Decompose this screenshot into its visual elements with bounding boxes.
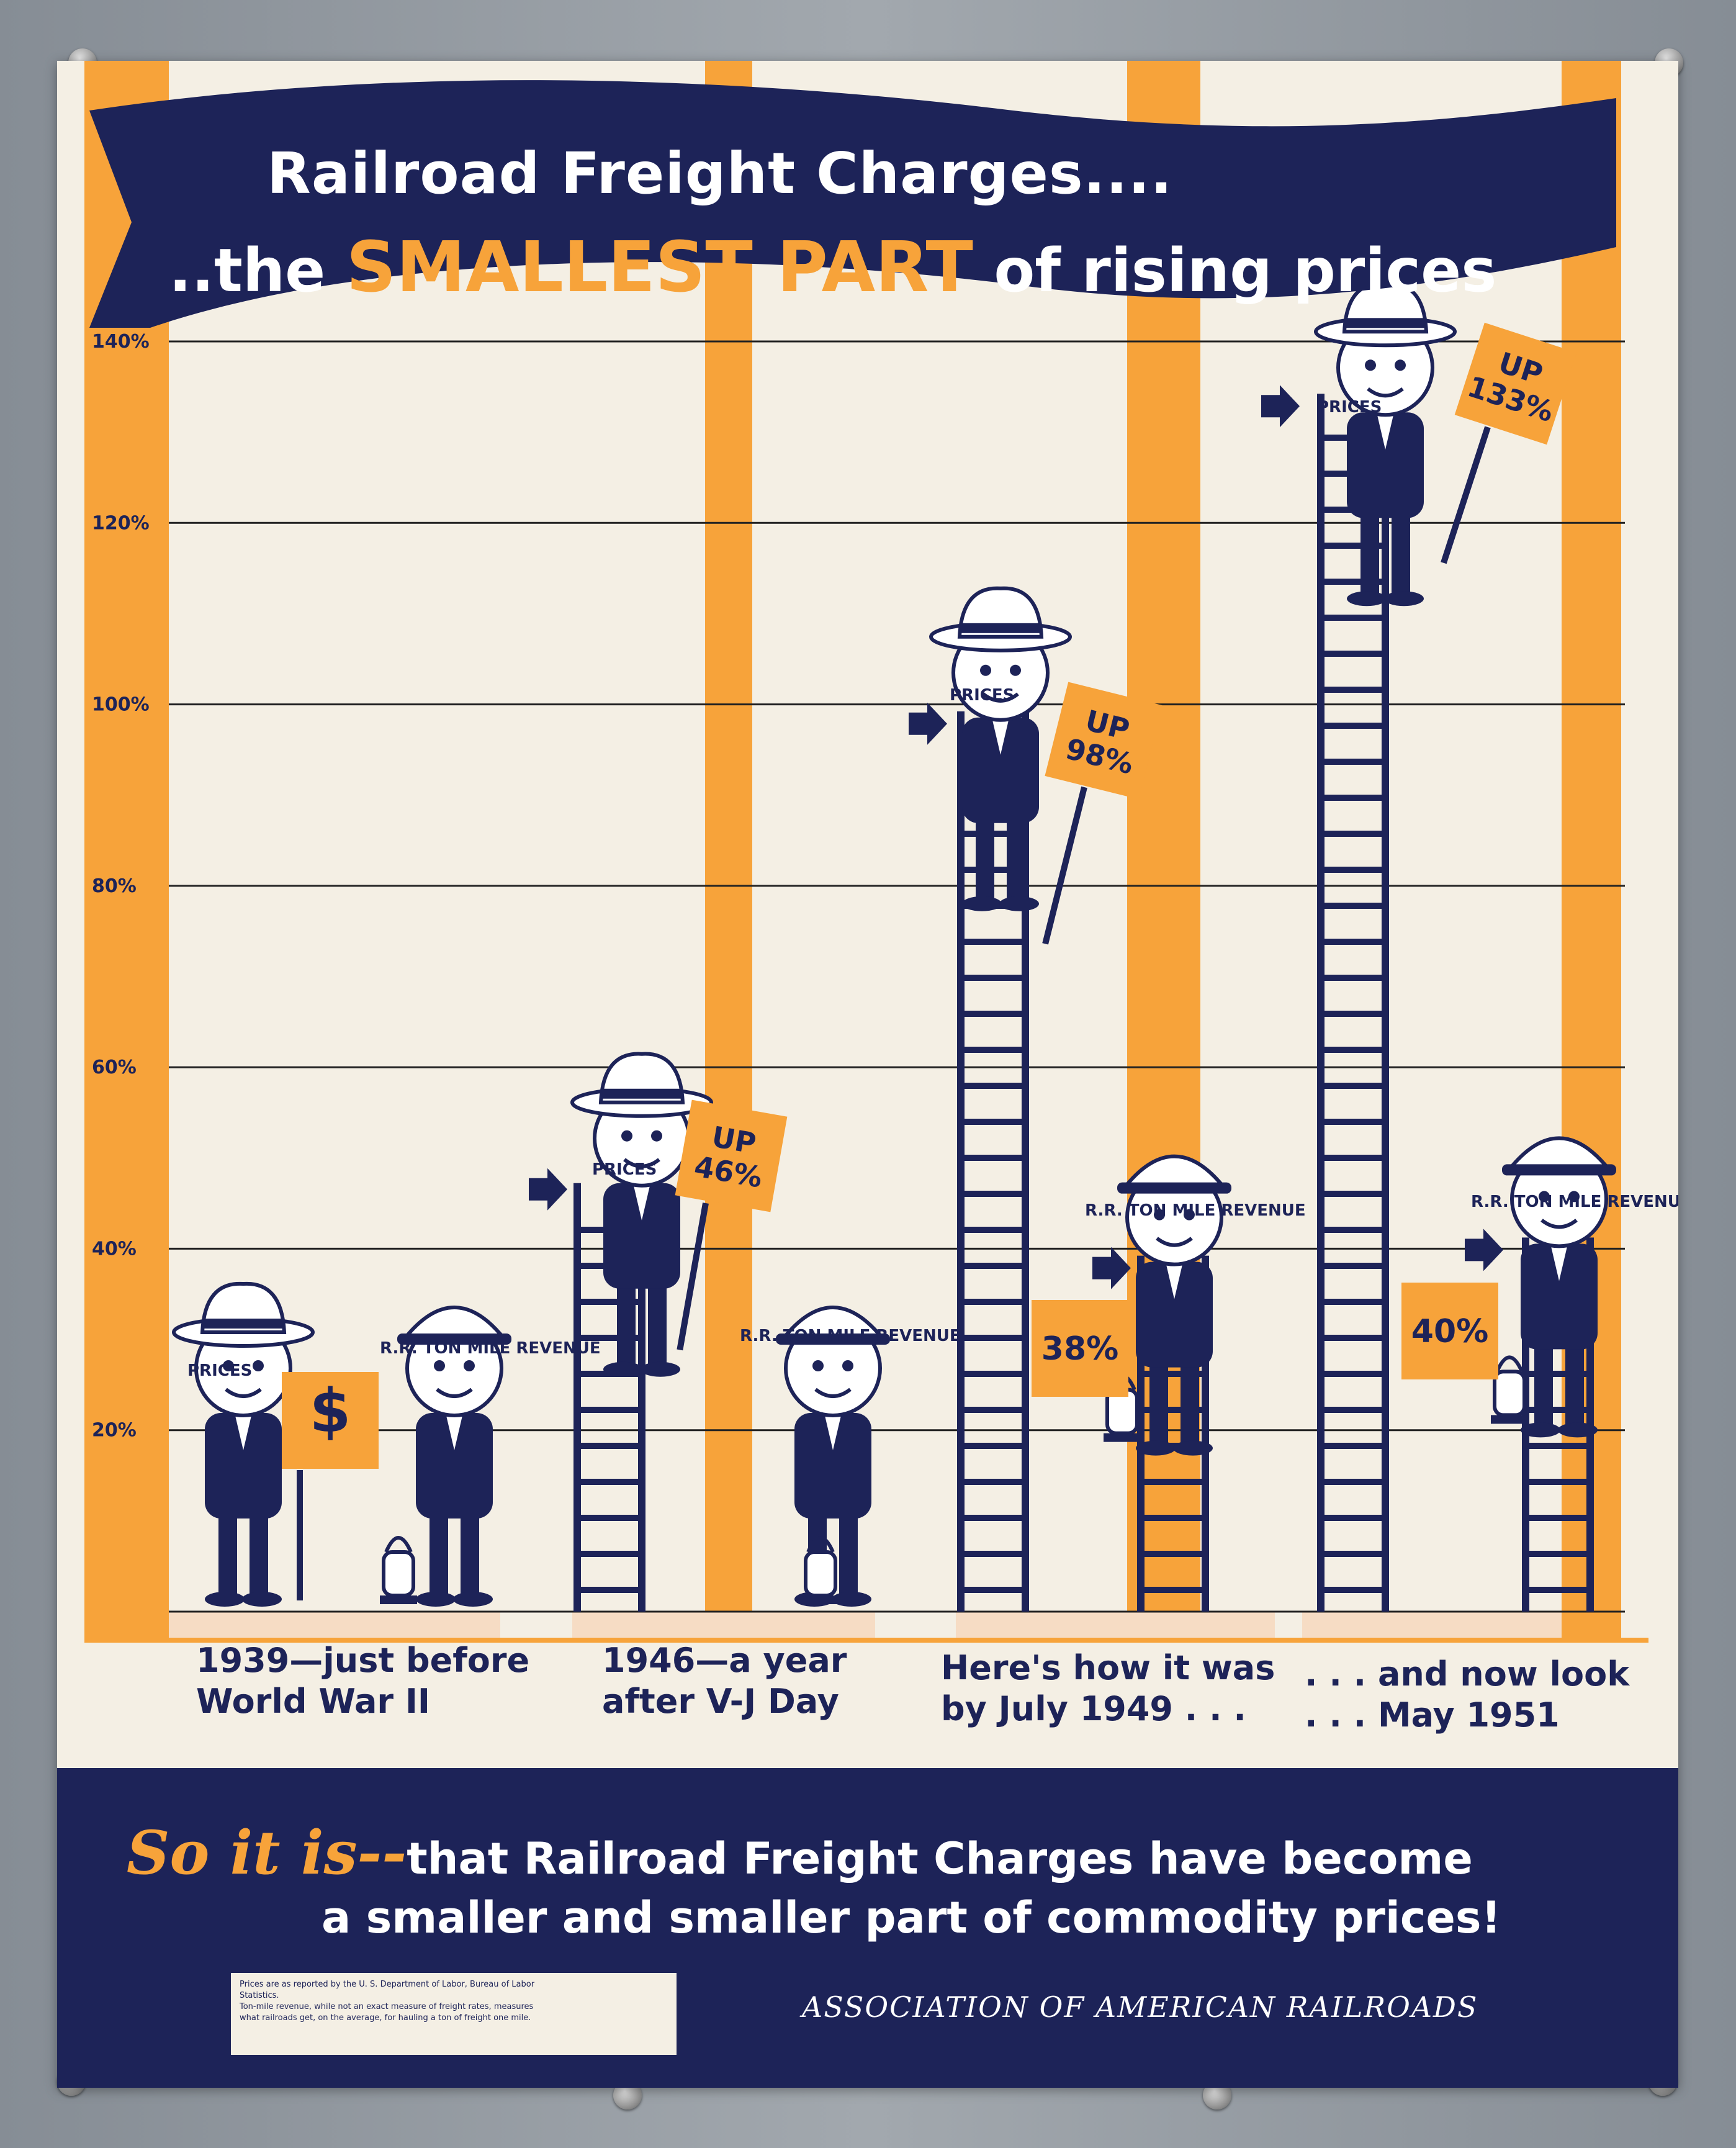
footer-line-1-text: that Railroad Freight Charges have becom… [407,1833,1473,1884]
category-label-1949: Here's how it was by July 1949 . . . [941,1648,1275,1730]
category-label-1949-line-2: by July 1949 . . . [941,1689,1246,1728]
title-line-2-suffix: of rising prices [994,236,1497,305]
category-label-1939: 1939—just before World War II [196,1640,529,1722]
source-note: Prices are as reported by the U. S. Depa… [231,1973,677,2055]
category-label-1946: 1946—a year after V-J Day [602,1640,847,1722]
lantern-1939 [380,1536,417,1604]
category-band-3 [956,1612,1275,1638]
series-label-revenue-1951: R.R. TON MILE REVENUE [1471,1193,1678,1211]
lantern-1946 [802,1536,839,1604]
prices-man-1946 [570,1052,713,1377]
prices-man-1939 [172,1281,315,1607]
series-label-revenue-1946: R.R. TON MILE REVENUE [740,1327,961,1345]
category-label-1951-line-1: . . . and now look [1305,1654,1630,1694]
prices-ladder-1951 [1317,394,1389,1612]
series-label-prices-1951: PRICES [1317,398,1382,417]
railroad-man-1949 [1117,1154,1231,1456]
y-tick-label-40: 40% [92,1238,137,1260]
railroad-man-1951 [1502,1136,1616,1438]
y-tick-label-120: 120% [92,512,150,534]
sign-1939: $ [282,1372,379,1469]
lantern-1951 [1491,1355,1528,1424]
category-band-4 [1302,1612,1562,1638]
category-label-1939-line-2: World War II [196,1682,431,1721]
prices-arrow-1946 [529,1168,567,1211]
y-tick-label-140: 140% [92,331,150,353]
svg-text:38%: 38% [1041,1330,1118,1368]
series-label-revenue-1939: R.R. TON MILE REVENUE [380,1339,601,1358]
sign-pole-1946 [677,1203,709,1351]
series-label-prices-1939: PRICES [187,1361,252,1380]
category-label-1939-line-1: 1939—just before [196,1641,530,1680]
railroad-man-1946 [776,1306,890,1607]
poster: 20% 40% 60% 80% 100% 120% 140% $ UP 46% UP 98% 38% U… [57,61,1678,2088]
association-logo-text: ASSOCIATION OF AMERICAN RAILROADS [802,1990,1478,2024]
revenue-arrow-1949 [1092,1247,1131,1289]
source-note-line-2: Statistics. [240,1991,279,2000]
category-band-2 [572,1612,875,1638]
y-tick-label-80: 80% [92,875,137,897]
footer-line-1: So it is--that Railroad Freight Charges … [127,1818,1473,1888]
category-label-1951: . . . and now look . . . May 1951 [1305,1654,1629,1736]
orange-column-2 [705,61,752,1638]
category-label-1951-line-2: . . . May 1951 [1305,1695,1560,1735]
railroad-man-1939 [397,1306,511,1607]
y-tick-label-100: 100% [92,694,150,716]
prices-man-1951 [1314,281,1457,607]
series-label-prices-1949: PRICES [950,686,1014,705]
footer-line-2: a smaller and smaller part of commodity … [322,1892,1501,1943]
sign-pole-1949 [1042,786,1087,945]
source-note-line-4: what railroads get, on the average, for … [240,2013,531,2023]
series-label-revenue-1949: R.R. TON MILE REVENUE [1085,1201,1306,1220]
prices-arrow-1951 [1261,385,1300,428]
title-line-2-prefix: ..the [169,236,326,305]
prices-man-1949 [929,586,1072,911]
sign-pole-1939 [297,1470,303,1600]
svg-text:40%: 40% [1411,1313,1488,1350]
source-note-line-1: Prices are as reported by the U. S. Depa… [240,1980,535,1989]
revenue-arrow-1951 [1465,1229,1503,1271]
category-label-1946-line-2: after V-J Day [602,1682,839,1721]
orange-baseline-bar [84,1638,1648,1643]
title-highlight: SMALLEST PART [346,227,973,308]
sign-revenue-1951: 40% [1401,1283,1498,1379]
y-tick-label-20: 20% [92,1420,137,1442]
sign-revenue-1949: 38% [1032,1300,1128,1397]
prices-arrow-1949 [909,702,947,745]
footer-script: So it is-- [127,1818,407,1888]
category-label-1949-line-1: Here's how it was [941,1648,1275,1687]
svg-text:UP: UP [709,1120,758,1161]
svg-text:$: $ [310,1376,351,1446]
y-tick-label-60: 60% [92,1057,137,1078]
series-label-prices-1946: PRICES [592,1160,657,1179]
category-band-1 [169,1612,500,1638]
source-note-line-3: Ton-mile revenue, while not an exact mea… [240,2002,534,2011]
category-label-1946-line-1: 1946—a year [602,1641,847,1680]
title-line-2: ..the SMALLEST PART of rising prices [169,227,1496,308]
sign-pole-1951 [1441,426,1491,564]
title-line-1: Railroad Freight Charges.... [267,140,1173,207]
title-banner [89,80,1616,328]
